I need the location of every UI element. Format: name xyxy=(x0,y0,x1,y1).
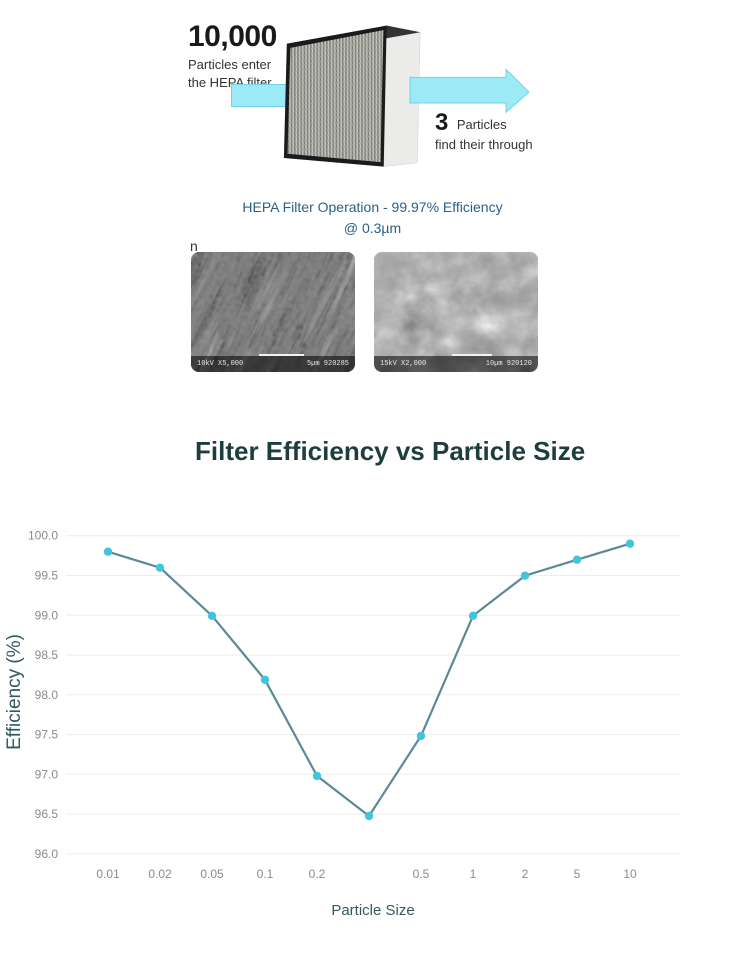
svg-text:96.5: 96.5 xyxy=(35,807,59,821)
svg-text:Particle Size: Particle Size xyxy=(331,902,414,919)
svg-text:99.5: 99.5 xyxy=(35,569,59,583)
svg-text:10: 10 xyxy=(623,867,637,881)
svg-text:97.0: 97.0 xyxy=(35,767,59,781)
svg-text:0.2: 0.2 xyxy=(309,867,326,881)
svg-text:0.02: 0.02 xyxy=(148,867,172,881)
svg-text:97.5: 97.5 xyxy=(35,728,59,742)
svg-text:Efficiency (%): Efficiency (%) xyxy=(4,634,25,750)
svg-text:0.1: 0.1 xyxy=(257,867,274,881)
svg-text:2: 2 xyxy=(522,867,529,881)
svg-text:99.0: 99.0 xyxy=(35,608,59,622)
svg-text:0.05: 0.05 xyxy=(200,867,224,881)
svg-text:0.01: 0.01 xyxy=(96,867,120,881)
svg-text:100.0: 100.0 xyxy=(28,529,58,543)
svg-text:0.5: 0.5 xyxy=(413,867,430,881)
svg-text:98.0: 98.0 xyxy=(35,688,59,702)
svg-text:96.0: 96.0 xyxy=(35,847,59,861)
svg-text:1: 1 xyxy=(470,867,477,881)
svg-text:98.5: 98.5 xyxy=(35,648,59,662)
svg-text:5: 5 xyxy=(574,867,581,881)
